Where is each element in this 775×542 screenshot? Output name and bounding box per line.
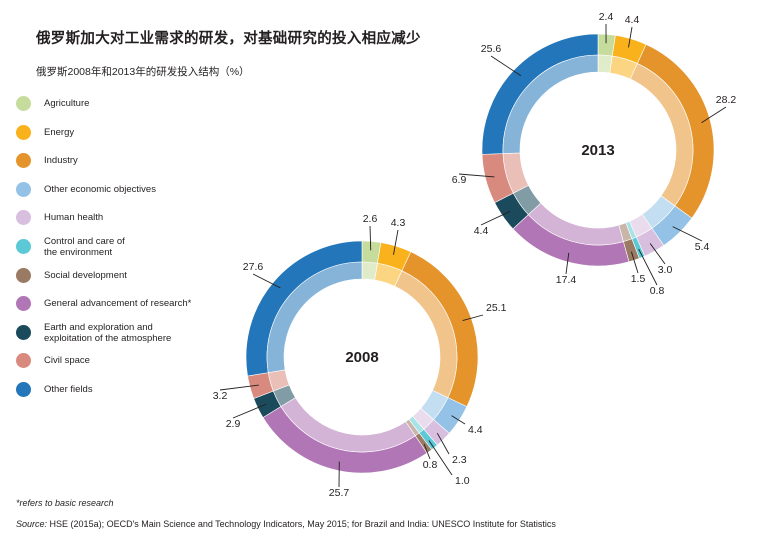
value-label-2008-civil-space: 3.2	[213, 390, 228, 402]
legend-swatch-general-advancement-of-research	[16, 296, 31, 312]
legend-label-social-development: Social development	[44, 269, 127, 281]
legend-label-energy: Energy	[44, 126, 75, 138]
legend-label-civil-space: Civil space	[44, 355, 90, 367]
value-label-2013-energy: 4.4	[625, 14, 640, 26]
leader-line-2008-human-health	[436, 432, 450, 455]
value-label-2008-social-development: 0.8	[423, 459, 438, 471]
value-label-2008-control-and-care-of-the-environment: 1.0	[455, 475, 470, 487]
value-label-2013-control-and-care-of-the-environment: 0.8	[650, 285, 665, 297]
value-label-2008-other-economic-objectives: 4.4	[468, 424, 483, 436]
legend-swatch-social-development	[16, 267, 31, 283]
source-text: HSE (2015a); OECD's Main Science and Tec…	[49, 519, 556, 529]
footnote: *refers to basic research	[16, 498, 114, 508]
legend-item-agriculture: Agriculture	[16, 94, 236, 123]
chart-subtitle: 俄罗斯2008年和2013年的研发投入结构（%）	[36, 66, 250, 78]
leader-line-2013-social-development	[630, 251, 639, 274]
source-prefix: Source:	[16, 519, 48, 529]
legend-label-general-advancement-of-research: General advancement of research*	[44, 298, 192, 310]
leader-line-2008-agriculture	[369, 225, 372, 251]
source-note: Source: HSE (2015a); OECD's Main Science…	[16, 519, 556, 529]
value-label-2013-other-economic-objectives: 5.4	[695, 241, 710, 253]
leader-line-2013-control-and-care-of-the-environment	[638, 248, 658, 286]
value-label-2008-earth-and-exploration-and-exploitation-of-the-atmosphere: 2.9	[226, 418, 241, 430]
legend-swatch-industry	[16, 153, 31, 169]
chart-title: 俄罗斯加大对工业需求的研发，对基础研究的投入相应减少	[36, 31, 421, 47]
leader-line-2013-earth-and-exploration-and-exploitation-of-the-atmosphere	[480, 210, 511, 226]
legend-item-energy: Energy	[16, 123, 236, 152]
leader-line-2008-other-economic-objectives	[451, 415, 466, 425]
legend-swatch-energy	[16, 124, 31, 140]
legend-label-human-health: Human health	[44, 212, 104, 224]
leader-line-2008-other-fields	[252, 273, 281, 289]
value-label-2013-agriculture: 2.4	[599, 11, 614, 23]
value-label-2013-general-advancement-of-research: 17.4	[556, 274, 577, 286]
leader-line-2008-industry	[462, 314, 484, 321]
legend-swatch-other-fields	[16, 381, 31, 397]
legend-item-civil-space: Civil space	[16, 351, 236, 380]
donut-2008: 2.6 4.3 25.1 4.4 2.3 1.0 0.8 25.7 2.9 3.2 27.6 2008	[213, 213, 507, 499]
legend-label-control-and-care-of-the-environment: Control and care of the environment	[44, 235, 125, 259]
legend-item-control-and-care-of-the-environment: Control and care of the environment	[16, 235, 236, 266]
legend-item-earth-and-exploration-and-exploitation-of-the-atmosphere: Earth and exploration and exploitation of…	[16, 321, 236, 352]
value-label-2013-social-development: 1.5	[631, 273, 646, 285]
leader-line-2013-civil-space	[458, 173, 495, 178]
center-label-2008: 2008	[345, 349, 378, 366]
leader-line-2008-civil-space	[219, 384, 259, 391]
leader-line-2013-other-fields	[490, 55, 522, 77]
leader-line-2008-earth-and-exploration-and-exploitation-of-the-atmosphere	[232, 403, 267, 419]
center-label-2013: 2013	[581, 142, 614, 159]
value-label-2013-industry: 28.2	[716, 94, 737, 106]
slice-inner-2013-other-fields	[502, 54, 599, 154]
value-label-2013-human-health: 3.0	[658, 264, 673, 276]
legend-item-human-health: Human health	[16, 208, 236, 237]
value-label-2008-agriculture: 2.6	[363, 213, 378, 225]
leader-line-2013-general-advancement-of-research	[565, 252, 570, 275]
legend-swatch-agriculture	[16, 96, 31, 111]
legend-swatch-civil-space	[16, 353, 31, 369]
leader-line-2013-industry	[701, 106, 727, 124]
legend-item-general-advancement-of-research: General advancement of research*	[16, 294, 236, 323]
legend-label-agriculture: Agriculture	[44, 98, 90, 109]
leader-line-2008-energy	[393, 229, 399, 255]
leader-line-2013-energy	[628, 26, 633, 48]
value-label-2013-other-fields: 25.6	[481, 43, 502, 55]
value-label-2013-earth-and-exploration-and-exploitation-of-the-atmosphere: 4.4	[474, 225, 489, 237]
legend-swatch-other-economic-objectives	[16, 181, 31, 197]
legend-item-social-development: Social development	[16, 266, 236, 295]
leader-line-2013-human-health	[649, 243, 666, 265]
legend-swatch-human-health	[16, 210, 31, 226]
slice-inner-2008-other-fields	[266, 261, 363, 373]
value-label-2008-human-health: 2.3	[452, 454, 467, 466]
legend-swatch-earth-and-exploration-and-exploitation-of-the-atmosphere	[16, 324, 31, 340]
legend-item-other-economic-objectives: Other economic objectives	[16, 180, 236, 209]
value-label-2008-general-advancement-of-research: 25.7	[329, 487, 350, 499]
value-label-2008-industry: 25.1	[486, 302, 507, 314]
legend-item-industry: Industry	[16, 151, 236, 180]
legend-label-other-fields: Other fields	[44, 383, 93, 395]
legend-swatch-control-and-care-of-the-environment	[16, 238, 31, 254]
legend-item-other-fields: Other fields	[16, 380, 236, 409]
value-label-2008-energy: 4.3	[391, 217, 406, 229]
legend-label-earth-and-exploration-and-exploitation-of-the-atmosphere: Earth and exploration and exploitation of…	[44, 321, 172, 345]
value-label-2013-civil-space: 6.9	[452, 174, 467, 186]
donut-2013: 2.4 4.4 28.2 5.4 3.0 0.8 1.5 17.4 4.4 6.9 25.6 2013	[452, 11, 737, 297]
legend-label-other-economic-objectives: Other economic objectives	[44, 183, 156, 195]
legend: Agriculture Energy Industry Other economic …	[16, 94, 236, 409]
leader-line-2008-social-development	[423, 443, 431, 460]
leader-line-2013-other-economic-objectives	[672, 226, 703, 242]
legend-label-industry: Industry	[44, 155, 78, 167]
leader-line-2008-control-and-care-of-the-environment	[428, 440, 453, 476]
value-label-2008-other-fields: 27.6	[243, 261, 264, 273]
